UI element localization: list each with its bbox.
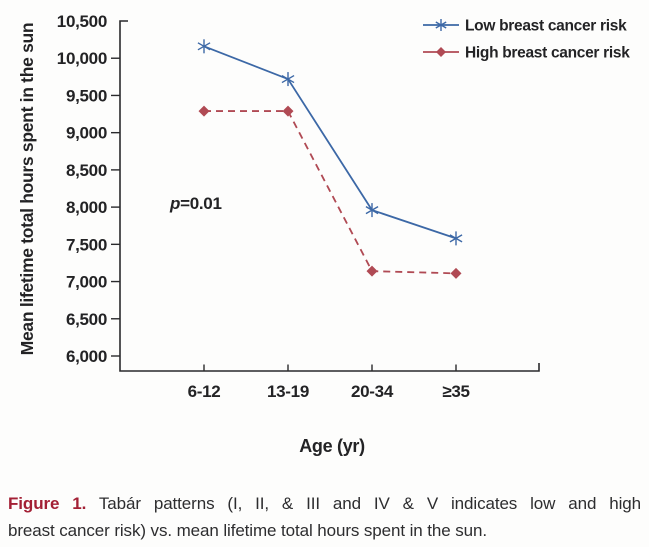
y-tick-label: 7,500 <box>66 235 107 254</box>
diamond-marker <box>450 267 462 279</box>
figure-label: Figure 1. <box>8 494 87 513</box>
caption-line-2: breast cancer risk) vs. mean lifetime to… <box>8 521 487 540</box>
legend-item: High breast cancer risk <box>423 45 631 62</box>
series-line <box>203 45 457 240</box>
asterisk-marker <box>449 231 463 246</box>
caption-text-line1: Tabár patterns (I, II, & III and IV & V … <box>98 494 641 513</box>
legend-label: Low breast cancer risk <box>465 18 627 35</box>
y-tick-label: 9,500 <box>66 86 107 105</box>
series-line <box>204 110 457 275</box>
figure-caption: Figure 1. Tabár patterns (I, II, & III a… <box>8 490 641 544</box>
series-1 <box>198 105 462 279</box>
y-tick-label: 8,500 <box>66 161 107 180</box>
y-tick-label: 8,000 <box>66 198 107 217</box>
x-tick-label: 6-12 <box>188 382 221 401</box>
legend-label: High breast cancer risk <box>465 45 630 62</box>
y-tick-label: 10,000 <box>57 49 107 68</box>
chart-area: 6,000 6,500 7,000 7,500 8,000 8,500 9,000 9,500… <box>17 12 631 456</box>
y-tick-label: 6,000 <box>66 347 107 366</box>
series-0 <box>197 39 463 246</box>
line-chart: 6,000 6,500 7,000 7,500 8,000 8,500 9,000 9,500… <box>17 12 631 456</box>
asterisk-marker <box>197 39 211 54</box>
legend-item: Low breast cancer risk <box>423 18 627 35</box>
diamond-marker <box>366 265 378 277</box>
diamond-marker <box>198 105 210 117</box>
asterisk-marker <box>435 19 447 31</box>
legend: Low breast cancer risk High breast cancer… <box>423 18 631 62</box>
diamond-marker <box>282 105 294 117</box>
x-tick-label: 13-19 <box>267 382 309 401</box>
y-axis-title: Mean lifetime total hours spent in the s… <box>17 23 37 356</box>
caption-line-1: Figure 1. Tabár patterns (I, II, & III a… <box>8 490 641 517</box>
asterisk-marker <box>365 203 379 218</box>
y-tick-label: 7,000 <box>66 273 107 292</box>
y-tick-label: 9,000 <box>66 124 107 143</box>
y-tick-label: 10,500 <box>57 12 107 31</box>
asterisk-marker <box>281 72 295 87</box>
y-tick-label: 6,500 <box>66 310 107 329</box>
x-axis-title: Age (yr) <box>299 436 365 456</box>
axes-frame <box>119 20 540 372</box>
x-tick-label: ≥35 <box>442 382 469 401</box>
diamond-marker <box>436 47 446 57</box>
p-value-annotation: p=0.01 <box>169 194 222 213</box>
x-tick-label: 20-34 <box>351 382 394 401</box>
